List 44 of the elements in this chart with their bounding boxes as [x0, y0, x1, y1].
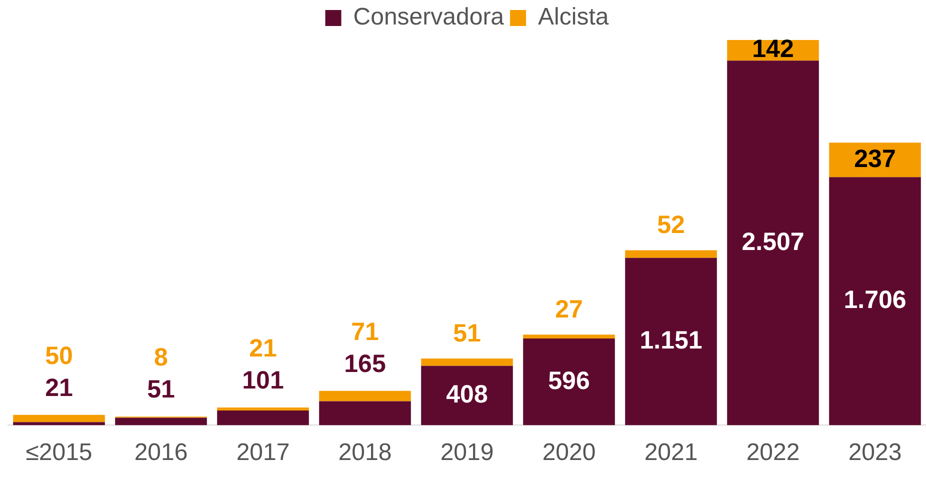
- bar: [13, 414, 105, 422]
- data-label: 2.507: [742, 228, 804, 256]
- legend-label: Alcista: [538, 4, 610, 31]
- bar: [115, 418, 207, 426]
- data-label: 27: [555, 296, 583, 324]
- x-tick-label: 2017: [236, 439, 290, 466]
- x-tick-label: 2022: [746, 439, 800, 466]
- x-tick-label: 2018: [338, 439, 392, 466]
- bar: [421, 358, 513, 366]
- data-label: 52: [657, 211, 685, 240]
- bar: [421, 366, 513, 426]
- bar: [319, 390, 411, 402]
- data-label: 51: [147, 376, 175, 404]
- data-label: 8: [154, 344, 168, 372]
- bar: [829, 177, 921, 426]
- x-tick-label: ≤2015: [26, 439, 92, 466]
- bar: [727, 60, 819, 426]
- data-label: 21: [249, 334, 277, 362]
- data-label: 50: [45, 342, 73, 370]
- bar: [523, 334, 615, 339]
- x-tick-label: 2020: [542, 439, 596, 466]
- x-tick-label: 2019: [440, 439, 494, 466]
- data-label: 1.151: [640, 326, 702, 354]
- data-label: 1.706: [844, 286, 906, 314]
- data-label: 237: [854, 144, 896, 173]
- bar: [625, 250, 717, 258]
- data-label: 408: [446, 380, 488, 408]
- x-tick-label: 2021: [644, 439, 698, 466]
- data-label: 142: [752, 35, 794, 64]
- bar: [217, 410, 309, 426]
- data-label: 51: [453, 319, 481, 348]
- bar: [217, 407, 309, 411]
- x-tick-label: 2016: [134, 439, 188, 466]
- bar: [523, 338, 615, 426]
- bar: [319, 401, 411, 426]
- data-label: 165: [344, 350, 386, 378]
- x-tick-label: 2023: [848, 439, 902, 466]
- bar: [13, 422, 105, 426]
- data-label: 71: [351, 318, 379, 346]
- data-label: 101: [242, 366, 284, 394]
- data-label: 596: [548, 366, 590, 395]
- data-label: 21: [45, 374, 73, 402]
- bar: [625, 258, 717, 426]
- legend-label: Conservadora: [353, 4, 505, 31]
